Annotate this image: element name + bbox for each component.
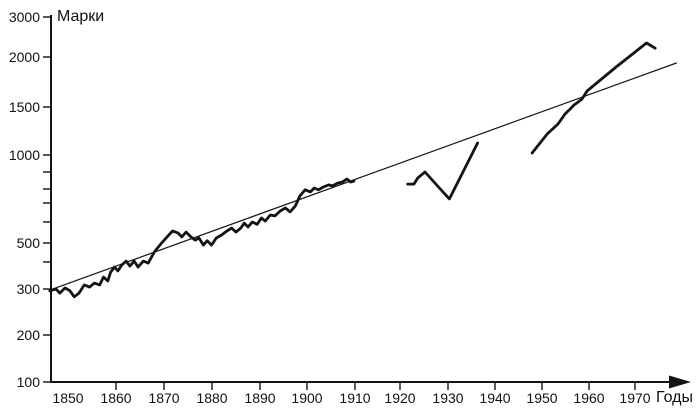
x-tick-label: 1960	[573, 390, 604, 406]
y-tick-label: 2000	[9, 49, 40, 65]
y-tick-label: 200	[17, 327, 41, 343]
x-tick-label: 1970	[619, 390, 650, 406]
y-tick-label: 500	[17, 235, 41, 251]
y-tick-label: 3000	[9, 9, 40, 25]
y-axis-ticks: 100 200 300 500 1000 1500 2000 3000	[9, 9, 51, 390]
income-line-segment	[48, 177, 356, 299]
income-line-segment	[530, 41, 657, 155]
x-tick-label: 1850	[52, 390, 83, 406]
x-tick-label: 1930	[432, 390, 463, 406]
data-series	[48, 41, 678, 299]
x-tick-label: 1860	[100, 390, 131, 406]
x-tick-label: 1920	[384, 390, 415, 406]
x-axis-title: Годы	[656, 389, 693, 406]
y-tick-label: 1500	[9, 99, 40, 115]
y-tick-label: 100	[17, 374, 41, 390]
y-tick-label: 1000	[9, 147, 40, 163]
x-axis-arrow-icon	[669, 375, 691, 389]
x-tick-label: 1910	[339, 390, 370, 406]
x-tick-label: 1950	[526, 390, 557, 406]
x-tick-label: 1880	[196, 390, 227, 406]
income-line-segment	[406, 141, 480, 201]
x-tick-label: 1890	[244, 390, 275, 406]
x-tick-label: 1870	[148, 390, 179, 406]
y-axis-title: Марки	[57, 8, 104, 25]
x-axis-ticks: 1850 1860 1870 1880 1890 1900 1910 1920 1930 1940…	[52, 382, 651, 406]
y-tick-label: 300	[17, 281, 41, 297]
x-tick-label: 1940	[479, 390, 510, 406]
x-tick-label: 1900	[291, 390, 322, 406]
